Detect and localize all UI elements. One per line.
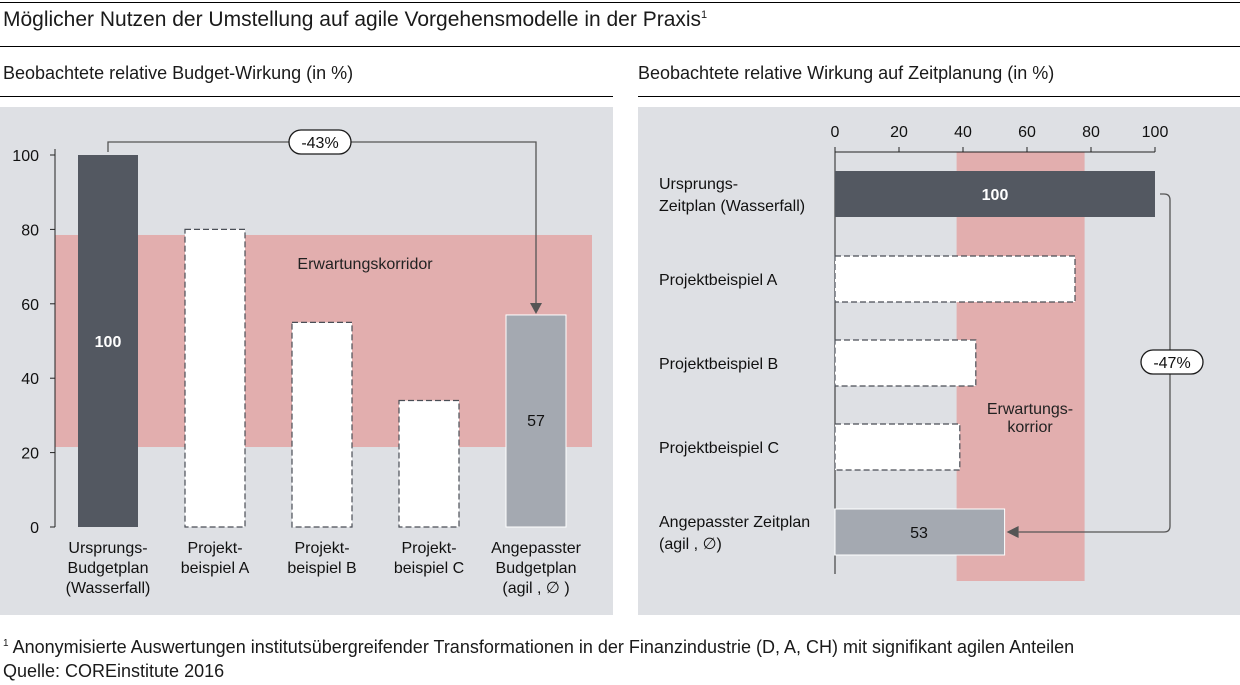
category-label: Angepasster Zeitplan <box>659 514 810 531</box>
reduction-annotation-pill <box>1140 349 1204 375</box>
corridor-label: Erwartungs- <box>987 401 1073 418</box>
reduction-arrowhead <box>530 302 542 314</box>
category-label: Zeitplan (Wasserfall) <box>659 198 805 215</box>
category-label: Projekt- <box>187 540 242 557</box>
x-tick-label: 100 <box>1142 124 1169 141</box>
category-label: beispiel A <box>181 560 250 577</box>
page-title: Möglicher Nutzen der Umstellung auf agil… <box>3 8 708 31</box>
y-tick-label: 20 <box>21 446 39 463</box>
category-label: Projekt- <box>294 540 349 557</box>
category-label: Ursprungs- <box>68 540 147 557</box>
y-tick-label: 0 <box>30 520 39 537</box>
category-label: Angepasster <box>491 540 582 557</box>
left-chart-title: Beobachtete relative Budget-Wirkung (in … <box>3 63 354 83</box>
right-chart-title: Beobachtete relative Wirkung auf Zeitpla… <box>638 63 1055 83</box>
reduction-annotation-pill <box>288 129 352 155</box>
reduction-annotation-label: -43% <box>301 135 338 152</box>
x-tick-label: 80 <box>1082 124 1100 141</box>
category-label: (agil , ∅ ) <box>502 580 569 597</box>
bar-data-label: 57 <box>527 413 545 430</box>
bar <box>834 423 961 471</box>
category-label: (Wasserfall) <box>66 580 151 597</box>
bar-data-label: 53 <box>910 525 928 542</box>
left-title-rule <box>0 96 613 97</box>
category-label: beispiel B <box>287 560 356 577</box>
x-tick-label: 0 <box>831 124 840 141</box>
category-label: Projektbeispiel C <box>659 440 779 457</box>
x-tick-label: 20 <box>890 124 908 141</box>
category-label: Budgetplan <box>68 560 149 577</box>
budget-chart-panel: Erwartungskorridor 0 20 40 60 80 100 100 Ursprun… <box>0 107 613 615</box>
bar <box>505 314 567 528</box>
bar-data-label: 100 <box>95 334 122 351</box>
reduction-annotation-label: -47% <box>1153 355 1190 372</box>
corridor-label: korrior <box>1007 419 1053 436</box>
bar <box>835 171 1155 217</box>
category-label: Budgetplan <box>496 560 577 577</box>
bar <box>834 508 1006 556</box>
x-tick-label: 40 <box>954 124 972 141</box>
y-tick-label: 80 <box>21 222 39 239</box>
category-label: Projektbeispiel B <box>659 356 778 373</box>
y-tick-label: 60 <box>21 297 39 314</box>
corridor-label: Erwartungskorridor <box>297 256 433 273</box>
y-tick-label: 100 <box>12 148 39 165</box>
title-rule <box>0 46 1240 47</box>
bar <box>398 399 460 528</box>
category-label: beispiel C <box>394 560 464 577</box>
category-label: Projektbeispiel A <box>659 272 778 289</box>
category-label: Ursprungs- <box>659 176 738 193</box>
category-label: (agil , ∅) <box>659 536 722 553</box>
schedule-chart-panel: Erwartungs-korrior 0 20 40 60 80 100 100 Ursprun… <box>638 107 1240 615</box>
bar <box>184 228 246 528</box>
right-title-rule <box>638 96 1240 97</box>
budget-chart: Erwartungskorridor 0 20 40 60 80 100 100 Ursprun… <box>12 129 592 597</box>
schedule-chart: Erwartungs-korrior 0 20 40 60 80 100 100 Ursprun… <box>659 124 1204 581</box>
source-note: Quelle: COREinstitute 2016 <box>3 661 225 681</box>
bar <box>834 339 977 387</box>
footnote: 1 Anonymisierte Auswertungen institutsüb… <box>3 637 1075 657</box>
reduction-arrowhead <box>1006 526 1019 538</box>
bar-data-label: 100 <box>982 187 1009 204</box>
y-tick-label: 40 <box>21 371 39 388</box>
x-tick-label: 60 <box>1018 124 1036 141</box>
category-label: Projekt- <box>401 540 456 557</box>
bar <box>78 155 138 527</box>
bar <box>834 255 1076 303</box>
top-rule <box>0 2 1240 3</box>
bar <box>291 321 353 528</box>
